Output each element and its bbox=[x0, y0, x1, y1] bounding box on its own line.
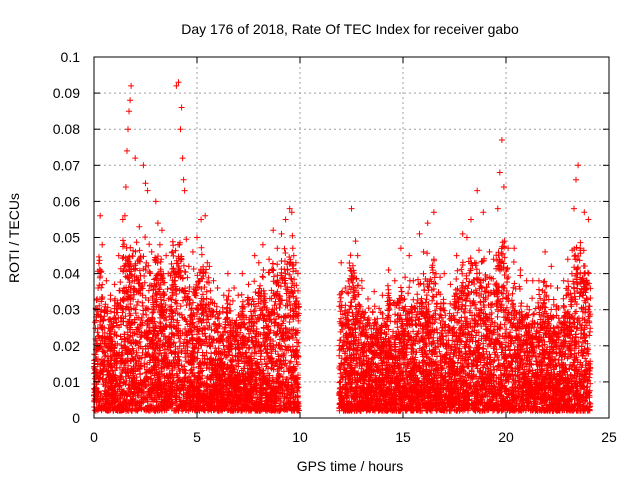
noise-point bbox=[501, 254, 508, 261]
noise-point bbox=[537, 295, 544, 302]
noise-point bbox=[511, 280, 518, 287]
noise-point bbox=[117, 279, 124, 286]
noise-point bbox=[459, 279, 466, 286]
noise-point bbox=[146, 270, 153, 277]
noise-point bbox=[579, 315, 586, 322]
noise-point bbox=[96, 253, 102, 260]
noise-point bbox=[425, 284, 432, 291]
noise-point bbox=[198, 244, 205, 251]
noise-point bbox=[421, 287, 428, 294]
noise-point bbox=[560, 295, 567, 302]
noise-point bbox=[531, 310, 538, 317]
noise-point bbox=[454, 267, 461, 274]
noise-point bbox=[509, 290, 516, 297]
noise-point bbox=[498, 250, 505, 257]
noise-point bbox=[517, 272, 524, 279]
noise-point bbox=[120, 237, 126, 244]
noise-point bbox=[260, 274, 266, 281]
data-points bbox=[91, 79, 594, 414]
noise-point bbox=[251, 278, 258, 285]
noise-point bbox=[433, 270, 439, 277]
noise-point bbox=[494, 313, 501, 320]
noise-point bbox=[173, 291, 180, 297]
noise-point bbox=[214, 329, 221, 336]
noise-point bbox=[483, 284, 490, 291]
noise-point bbox=[577, 239, 584, 246]
noise-point bbox=[199, 291, 206, 298]
noise-point bbox=[247, 308, 254, 315]
noise-point bbox=[208, 350, 215, 357]
noise-point bbox=[95, 260, 102, 267]
noise-point bbox=[141, 273, 148, 279]
noise-point bbox=[529, 295, 536, 302]
noise-point bbox=[198, 251, 205, 258]
noise-point bbox=[229, 297, 236, 304]
noise-point bbox=[133, 302, 140, 309]
noise-point bbox=[576, 257, 583, 264]
noise-point bbox=[226, 287, 232, 294]
noise-point bbox=[397, 284, 404, 291]
noise-point bbox=[146, 241, 153, 248]
noise-point bbox=[99, 281, 106, 288]
noise-point bbox=[259, 273, 266, 280]
noise-point bbox=[586, 303, 593, 310]
noise-point bbox=[463, 272, 470, 279]
noise-point bbox=[270, 278, 277, 285]
noise-point bbox=[385, 286, 392, 293]
noise-point bbox=[406, 284, 413, 291]
noise-point bbox=[424, 250, 431, 257]
noise-point bbox=[561, 303, 568, 310]
noise-point bbox=[420, 270, 427, 277]
